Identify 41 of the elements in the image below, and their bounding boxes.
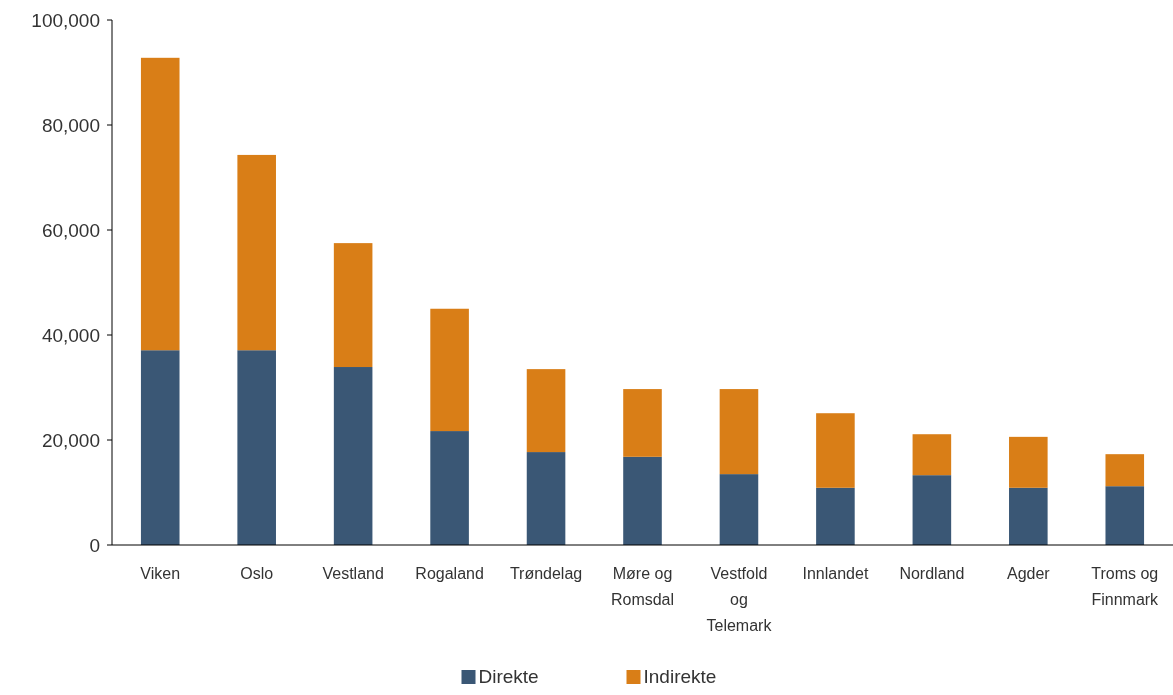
y-tick-label: 60,000 (41, 219, 100, 241)
bar (237, 154, 276, 351)
bar (526, 452, 566, 545)
x-tick-label: Viken (140, 565, 181, 582)
bar (140, 57, 180, 351)
x-tick-label: Troms og Finnmark (1091, 565, 1160, 608)
bar (333, 367, 373, 545)
bar (1105, 454, 1145, 487)
y-tick-label: 100,000 (31, 9, 100, 31)
y-tick-label: 80,000 (41, 114, 100, 136)
x-tick-label: Trøndelag (509, 565, 583, 582)
legend-label: Indirekte (643, 666, 717, 687)
bar (333, 243, 373, 368)
y-tick-label: 20,000 (41, 429, 100, 451)
bar (430, 308, 469, 432)
bar (912, 434, 952, 476)
bar (623, 389, 662, 457)
legend-label: Direkte (478, 666, 539, 687)
y-tick-label: 40,000 (41, 324, 100, 346)
bar (1009, 436, 1048, 488)
x-tick-label: Rogaland (415, 565, 484, 582)
x-tick-label: Innlandet (802, 565, 869, 582)
bar (430, 431, 469, 545)
bar (912, 475, 952, 545)
bar (719, 389, 759, 475)
x-tick-label: Oslo (240, 565, 274, 582)
bar (237, 350, 276, 545)
bar (816, 487, 855, 545)
bar (816, 413, 855, 488)
x-tick-label: Vestland (322, 565, 384, 582)
x-tick-label: Vestfold og Telemark (706, 565, 773, 634)
bar (1009, 487, 1048, 545)
bar (526, 369, 566, 453)
bar (623, 456, 662, 545)
y-tick-label: 0 (89, 534, 100, 556)
bar (1105, 486, 1145, 545)
bar (719, 474, 759, 545)
x-tick-label: Nordland (899, 565, 965, 582)
x-tick-label: Møre og Romsdal (610, 565, 675, 608)
bar (140, 350, 180, 545)
x-tick-label: Agder (1006, 565, 1051, 582)
